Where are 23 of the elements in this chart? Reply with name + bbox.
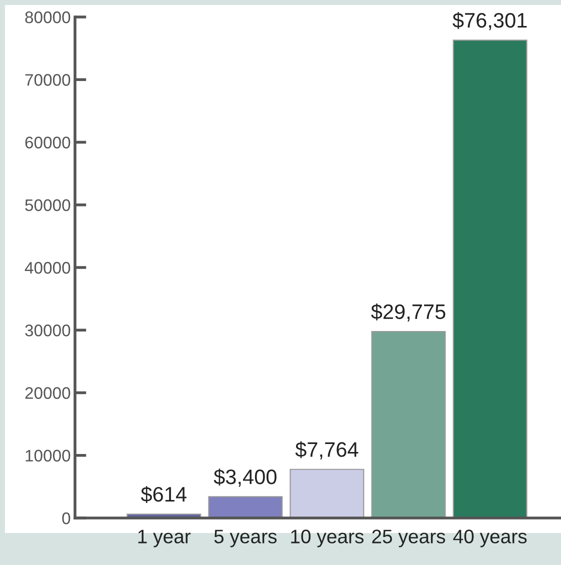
- y-tick-label: 30000: [25, 324, 70, 336]
- x-tick-label: 25 years: [372, 530, 446, 548]
- data-label: $29,775: [371, 303, 446, 322]
- data-label: $614: [140, 486, 186, 503]
- data-label: $76,301: [452, 12, 527, 30]
- x-tick-label: 10 years: [291, 530, 364, 548]
- y-tick-label: 10000: [26, 450, 70, 462]
- y-tick-label: 0: [62, 512, 70, 524]
- y-tick-label: 40000: [24, 262, 70, 274]
- data-label: $7,764: [295, 441, 358, 460]
- bar: [290, 468, 364, 518]
- bar: [371, 330, 446, 518]
- data-label: $3,400: [214, 468, 276, 487]
- x-tick-label: 5 years: [214, 530, 277, 548]
- x-tick-label: 40 years: [453, 530, 527, 548]
- x-tick-label: 1 year: [138, 530, 191, 548]
- y-tick-label: 80000: [25, 11, 70, 24]
- y-tick-label: 20000: [25, 387, 70, 399]
- bar: [208, 496, 283, 518]
- y-tick-label: 50000: [25, 199, 70, 212]
- bar: [452, 40, 528, 518]
- y-tick-label: 60000: [25, 136, 70, 148]
- y-tick-label: 70000: [25, 74, 70, 86]
